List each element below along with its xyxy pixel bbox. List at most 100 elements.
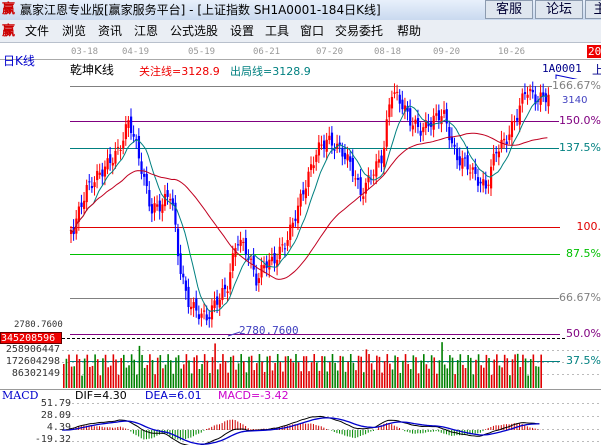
volume-bar [503,354,506,388]
volume-bar [248,356,250,388]
macd-dea: DEA=6.01 [145,389,202,402]
menu-window[interactable]: 窗口 [300,24,325,38]
volume-bar [289,358,292,388]
stock-market: 上 [592,63,601,77]
volume-bar [279,361,282,388]
candle-body [182,273,185,278]
menu-file[interactable]: 文件 [25,24,50,38]
volume-bar [326,371,329,388]
volume-bar [235,369,237,388]
low-pointer-line [227,331,241,337]
volume-bar [91,365,94,388]
candle-body [390,96,394,109]
volume-bar [169,360,172,388]
candle-body [234,247,237,258]
date-label: 08-18 [374,47,402,57]
volume-bar [498,365,501,388]
volume-bar [339,355,342,388]
volume-bar [527,375,529,388]
volume-bar [258,354,261,388]
menu-help[interactable]: 帮助 [397,24,422,38]
volume-bar [180,368,182,388]
volume-bar [446,368,449,388]
volume-bar [146,364,149,388]
volume-bar [412,355,415,388]
candle-body [320,144,323,146]
volume-bar [73,366,76,388]
candle-body [166,190,169,197]
volume-bar [316,362,318,388]
volume-bar [329,361,331,388]
candle-body [192,302,195,308]
candle-body [372,174,375,176]
candle-body [176,228,180,257]
volume-bar [415,357,417,388]
volume-bar [94,354,96,388]
candle-body [93,182,96,188]
macd-axis-label: 28.09 [40,410,71,421]
volume-bar [123,354,125,388]
candle-body [323,140,326,149]
volume-bar [115,359,117,388]
menu-formula[interactable]: 公式选股 [170,24,219,38]
forum-button[interactable]: 论坛 [535,0,583,19]
candle-body [466,155,469,170]
volume-bar [269,355,271,388]
candle-body [474,167,477,174]
volume-axis-label: 172604298 [5,356,60,367]
volume-bar [81,375,83,388]
volume-bar [357,355,360,388]
period-label[interactable]: 日K线 [3,54,35,68]
candle-body [257,278,261,283]
candle-body [367,175,370,183]
candle-body [453,144,456,147]
volume-bar [68,354,70,388]
volume-bar [162,368,164,388]
candle-body [401,99,404,110]
menu-settings[interactable]: 设置 [230,24,255,38]
menu-news[interactable]: 资讯 [98,24,123,38]
candle-body [205,314,208,321]
customer-service-button[interactable]: 客服 [485,0,533,19]
volume-bar [428,368,430,388]
candle-body [398,94,401,104]
volume-bar [483,367,485,388]
menu-gann[interactable]: 江恩 [134,24,159,38]
menu-tools[interactable]: 工具 [265,24,290,38]
volume-bar [535,366,537,388]
volume-bar [167,354,169,388]
level-label: 137.5% [559,141,601,154]
candle-body [169,199,172,201]
candle-body [273,253,276,264]
volume-bar [96,359,99,388]
volume-bar [250,355,253,388]
candle-body [396,91,399,93]
volume-bar [409,369,412,388]
candle-body [197,314,201,320]
dif-line [61,415,540,445]
candle-body [145,173,148,187]
volume-bar [196,355,198,388]
volume-bar [394,355,396,388]
volume-bar [183,364,185,388]
candle-body [127,120,130,128]
candle-body [216,296,219,305]
menu-browse[interactable]: 浏览 [62,24,87,38]
volume-bar [378,356,381,388]
volume-bar [138,345,141,388]
candle-body [547,94,550,107]
volume-bar [334,362,336,388]
candle-body [179,253,182,274]
volume-bar [381,372,383,388]
volume-bar [472,374,475,388]
level-label: 50.0% [566,327,601,340]
home-button[interactable]: 主 [585,0,601,19]
volume-bar [430,355,433,388]
volume-bar [263,371,266,388]
volume-bar [399,372,402,388]
menu-trade[interactable]: 交易委托 [335,24,384,38]
candle-body [471,167,474,170]
volume-bar [284,356,287,388]
volume-bar [276,354,279,388]
